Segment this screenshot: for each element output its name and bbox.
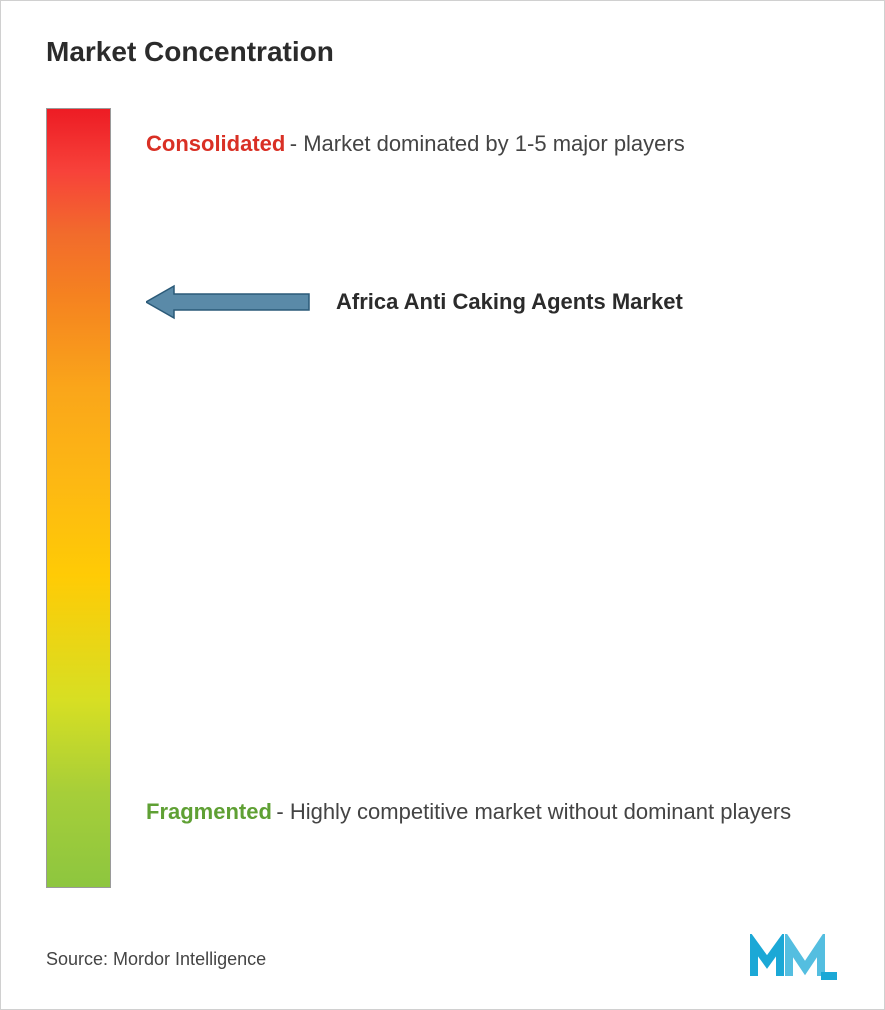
concentration-gradient-bar (46, 108, 111, 888)
market-name-label: Africa Anti Caking Agents Market (336, 289, 683, 315)
labels-area: Consolidated - Market dominated by 1-5 m… (111, 108, 839, 918)
consolidated-description: - Market dominated by 1-5 major players (290, 131, 685, 156)
arrow-left-icon (146, 283, 311, 321)
consolidated-block: Consolidated - Market dominated by 1-5 m… (146, 120, 829, 168)
mordor-logo-icon (749, 934, 839, 984)
consolidated-label: Consolidated (146, 131, 285, 156)
source-attribution: Source: Mordor Intelligence (46, 949, 266, 970)
fragmented-description: - Highly competitive market without domi… (276, 799, 791, 824)
market-position-indicator: Africa Anti Caking Agents Market (146, 283, 683, 321)
page-title: Market Concentration (46, 36, 839, 68)
fragmented-block: Fragmented - Highly competitive market w… (146, 788, 829, 836)
infographic-container: Market Concentration Consolidated - Mark… (0, 0, 885, 1010)
main-content: Consolidated - Market dominated by 1-5 m… (46, 108, 839, 918)
fragmented-label: Fragmented (146, 799, 272, 824)
footer: Source: Mordor Intelligence (46, 934, 839, 984)
